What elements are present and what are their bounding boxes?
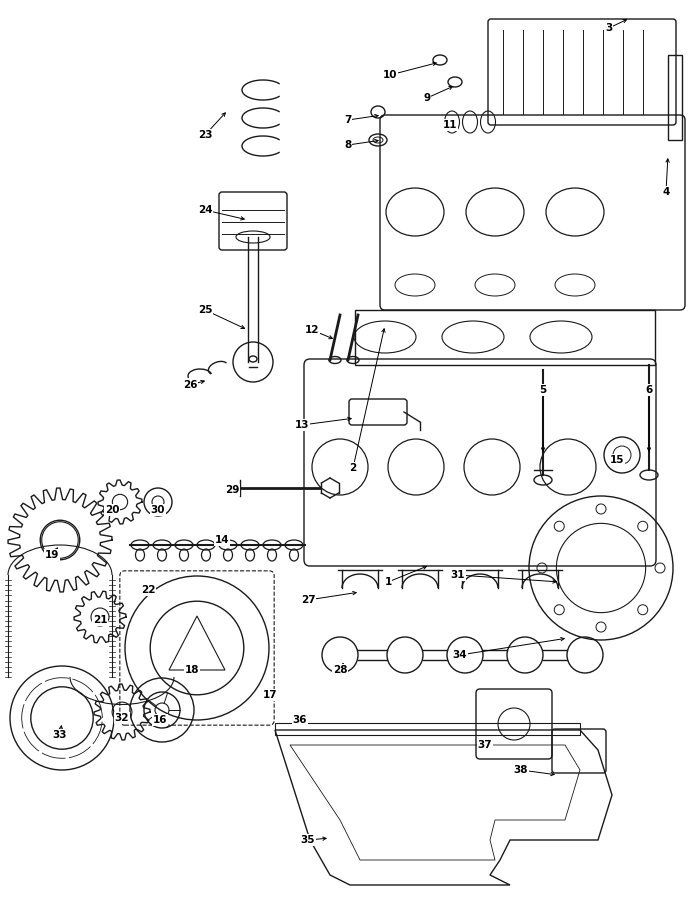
Text: 31: 31 <box>451 570 466 580</box>
Text: 6: 6 <box>645 385 653 395</box>
Text: 9: 9 <box>424 93 431 103</box>
Text: 23: 23 <box>198 130 212 140</box>
Text: 17: 17 <box>263 690 278 700</box>
Text: 34: 34 <box>453 650 468 660</box>
Text: 37: 37 <box>477 740 492 750</box>
Bar <box>355 310 655 365</box>
Text: 1: 1 <box>384 577 391 587</box>
Text: 4: 4 <box>663 187 670 197</box>
Text: 18: 18 <box>185 665 199 675</box>
Text: 8: 8 <box>345 140 352 150</box>
Text: 27: 27 <box>301 595 315 605</box>
Text: 35: 35 <box>301 835 315 845</box>
Text: 36: 36 <box>293 715 308 725</box>
Text: 11: 11 <box>442 120 457 130</box>
Text: 29: 29 <box>225 485 239 495</box>
Text: 19: 19 <box>45 550 59 560</box>
Text: 25: 25 <box>198 305 212 315</box>
Text: 26: 26 <box>182 380 197 390</box>
Text: 13: 13 <box>295 420 309 430</box>
Text: 3: 3 <box>605 23 612 33</box>
Text: 16: 16 <box>153 715 167 725</box>
Text: 14: 14 <box>215 535 229 545</box>
Text: 10: 10 <box>383 70 397 80</box>
Text: 21: 21 <box>93 615 107 625</box>
Text: 28: 28 <box>333 665 347 675</box>
Text: 32: 32 <box>115 713 129 723</box>
Text: 24: 24 <box>198 205 212 215</box>
Text: 15: 15 <box>610 455 624 465</box>
Text: 2: 2 <box>350 463 356 473</box>
Text: 7: 7 <box>345 115 352 125</box>
Text: 33: 33 <box>52 730 67 740</box>
Text: 5: 5 <box>540 385 547 395</box>
Text: 12: 12 <box>305 325 319 335</box>
Text: 30: 30 <box>151 505 165 515</box>
Bar <box>275 723 580 735</box>
Bar <box>668 55 682 140</box>
Text: 20: 20 <box>105 505 120 515</box>
Text: 22: 22 <box>140 585 155 595</box>
Text: 38: 38 <box>514 765 528 775</box>
